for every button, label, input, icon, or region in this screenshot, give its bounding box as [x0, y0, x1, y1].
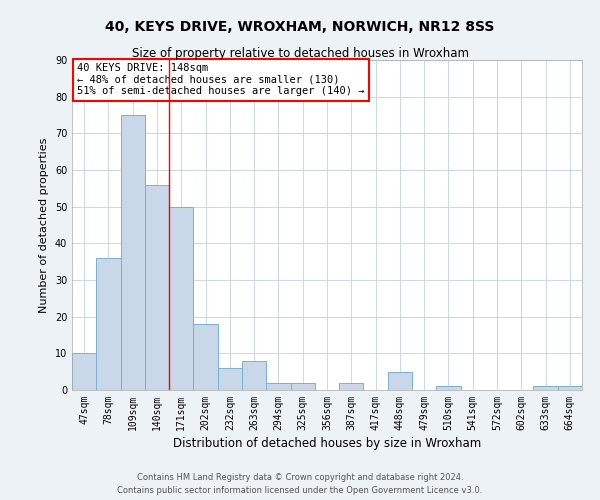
Bar: [388, 372, 412, 390]
Bar: [218, 368, 242, 390]
Bar: [242, 360, 266, 390]
Y-axis label: Number of detached properties: Number of detached properties: [39, 138, 49, 312]
Bar: [121, 115, 145, 390]
Bar: [558, 386, 582, 390]
Bar: [266, 382, 290, 390]
Text: 40 KEYS DRIVE: 148sqm
← 48% of detached houses are smaller (130)
51% of semi-det: 40 KEYS DRIVE: 148sqm ← 48% of detached …: [77, 64, 365, 96]
Bar: [290, 382, 315, 390]
Text: 40, KEYS DRIVE, WROXHAM, NORWICH, NR12 8SS: 40, KEYS DRIVE, WROXHAM, NORWICH, NR12 8…: [106, 20, 494, 34]
Bar: [72, 354, 96, 390]
Text: Contains HM Land Registry data © Crown copyright and database right 2024.
Contai: Contains HM Land Registry data © Crown c…: [118, 474, 482, 495]
Bar: [436, 386, 461, 390]
Bar: [533, 386, 558, 390]
Bar: [145, 184, 169, 390]
Bar: [339, 382, 364, 390]
Bar: [169, 206, 193, 390]
X-axis label: Distribution of detached houses by size in Wroxham: Distribution of detached houses by size …: [173, 437, 481, 450]
Bar: [193, 324, 218, 390]
Bar: [96, 258, 121, 390]
Text: Size of property relative to detached houses in Wroxham: Size of property relative to detached ho…: [131, 48, 469, 60]
